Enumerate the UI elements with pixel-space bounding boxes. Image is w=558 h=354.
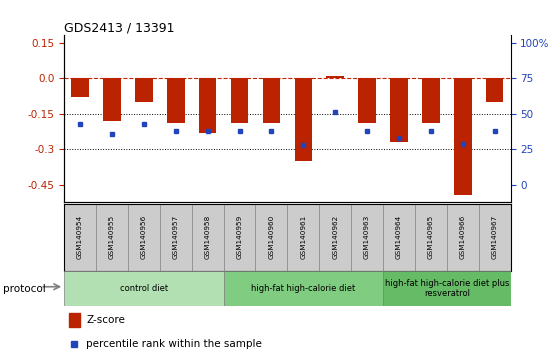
- Bar: [263, 78, 280, 123]
- Bar: [256, 204, 287, 271]
- Bar: [326, 76, 344, 78]
- Bar: [224, 271, 383, 306]
- Text: control diet: control diet: [120, 284, 168, 293]
- Bar: [454, 78, 472, 195]
- Bar: [358, 78, 376, 123]
- Bar: [71, 78, 89, 97]
- Text: GSM140956: GSM140956: [141, 215, 147, 259]
- Bar: [128, 204, 160, 271]
- Text: GSM140959: GSM140959: [237, 215, 243, 259]
- Bar: [383, 271, 511, 306]
- Text: GSM140958: GSM140958: [205, 215, 211, 259]
- Text: GSM140962: GSM140962: [332, 215, 338, 259]
- Text: GSM140965: GSM140965: [428, 215, 434, 259]
- Bar: [64, 204, 96, 271]
- Bar: [192, 204, 224, 271]
- Text: protocol: protocol: [3, 284, 46, 293]
- Text: GSM140955: GSM140955: [109, 215, 115, 259]
- Text: Z-score: Z-score: [86, 315, 126, 325]
- Text: percentile rank within the sample: percentile rank within the sample: [86, 339, 262, 349]
- Bar: [319, 204, 351, 271]
- Bar: [96, 204, 128, 271]
- Text: GSM140954: GSM140954: [77, 215, 83, 259]
- Text: GSM140967: GSM140967: [492, 215, 498, 259]
- Bar: [199, 78, 217, 133]
- Bar: [351, 204, 383, 271]
- Text: GSM140957: GSM140957: [173, 215, 179, 259]
- Text: GSM140966: GSM140966: [460, 215, 466, 259]
- Bar: [103, 78, 121, 121]
- Bar: [231, 78, 248, 123]
- Text: high-fat high-calorie diet: high-fat high-calorie diet: [251, 284, 355, 293]
- Text: GSM140961: GSM140961: [300, 215, 306, 259]
- Bar: [64, 271, 224, 306]
- Bar: [295, 78, 312, 161]
- Text: GSM140964: GSM140964: [396, 215, 402, 259]
- Text: GDS2413 / 13391: GDS2413 / 13391: [64, 21, 175, 34]
- Text: high-fat high-calorie diet plus
resveratrol: high-fat high-calorie diet plus resverat…: [384, 279, 509, 298]
- Bar: [224, 204, 256, 271]
- Bar: [287, 204, 319, 271]
- Text: GSM140963: GSM140963: [364, 215, 370, 259]
- Text: GSM140960: GSM140960: [268, 215, 275, 259]
- Bar: [383, 204, 415, 271]
- Bar: [167, 78, 185, 123]
- Bar: [422, 78, 440, 123]
- Bar: [160, 204, 192, 271]
- Bar: [486, 78, 503, 102]
- Bar: [447, 204, 479, 271]
- Bar: [479, 204, 511, 271]
- Bar: [135, 78, 153, 102]
- Bar: [390, 78, 408, 142]
- Bar: [69, 313, 80, 327]
- Bar: [415, 204, 447, 271]
